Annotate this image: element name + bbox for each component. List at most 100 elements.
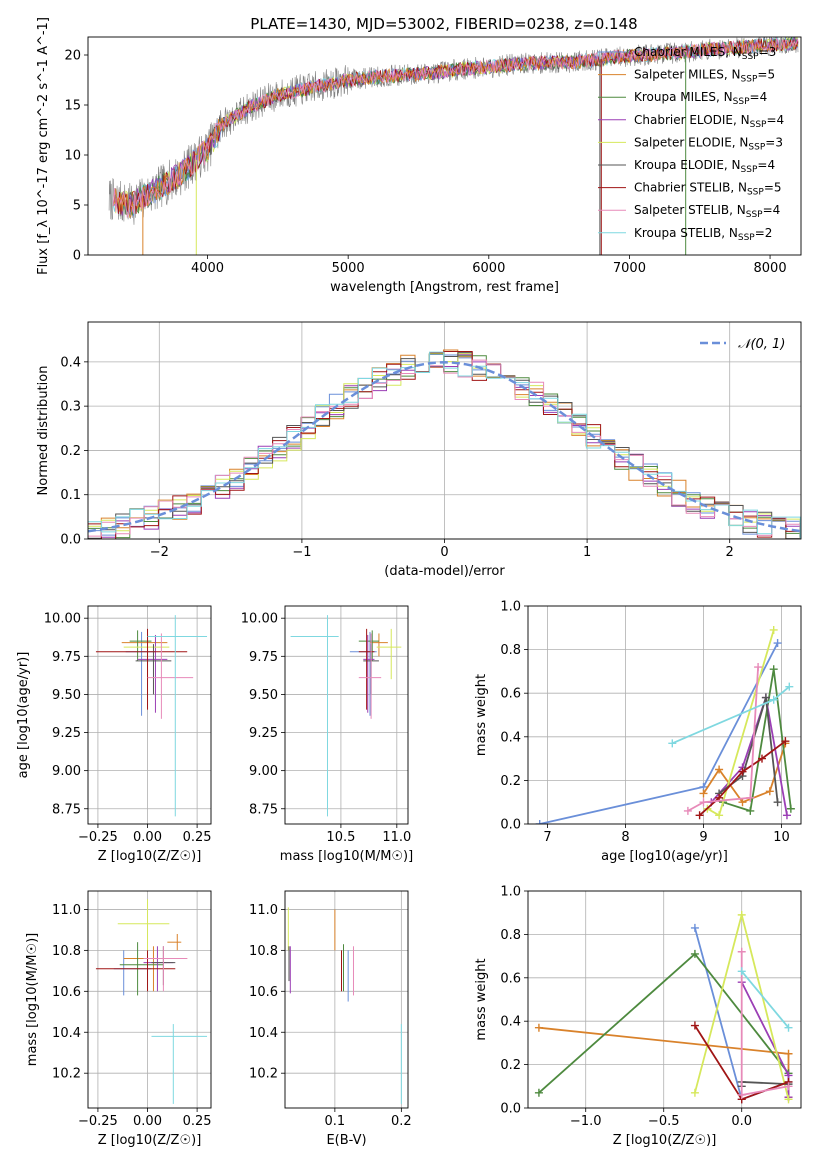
residuals-axes: −2 −1 0 1 2 0.0 0.1 0.2 0.3 0.4 (data-model)/error…: [36, 322, 801, 579]
age-weight-line-0: [539, 642, 779, 824]
age-weight-marker: [699, 789, 708, 798]
mass-age-xlabel: mass [log10(M/M☉)]: [280, 849, 413, 864]
legend-text: Chabrier ELODIE, N: [634, 113, 750, 127]
age-weight-marker: [773, 639, 782, 648]
residual-histogram-1: [88, 349, 801, 539]
z-weight-marker: [737, 967, 746, 976]
z-age-xtick-label: 0.00: [133, 830, 162, 845]
mass-age-ytick-label: 9.75: [249, 650, 278, 665]
residual-histogram-8: [88, 351, 801, 539]
residuals-xtick-label: −1: [292, 545, 311, 560]
z-weight-line-8: [741, 970, 790, 1029]
spectrum-ytick-label: 15: [64, 99, 81, 114]
legend-value: =4: [766, 113, 784, 127]
spectrum-xtick-label: 5000: [332, 261, 365, 276]
z-weight-ytick-label: 0.4: [500, 1015, 521, 1030]
age-weight-xtick-label: 8: [621, 830, 629, 845]
age-weight-ytick-label: 0.2: [500, 774, 521, 789]
residual-histogram-7: [88, 359, 801, 537]
ebv-mass-ytick-label: 10.2: [249, 1067, 278, 1082]
legend-label: Salpeter ELODIE, NSSP=3: [634, 135, 783, 152]
legend-text: Kroupa ELODIE, N: [634, 158, 741, 172]
legend-sub: SSP: [746, 210, 763, 220]
age-weight-marker: [746, 793, 755, 802]
legend-text: Kroupa STELIB, N: [634, 226, 738, 240]
mass-age-ytick-label: 10.00: [241, 612, 278, 627]
mass-age-plot: [290, 615, 402, 817]
mass-age-ytick-label: 8.75: [249, 802, 278, 817]
model-spectrum-7: [112, 37, 799, 219]
z-weight-ytick-label: 1.0: [500, 885, 521, 900]
z-mass-frame: [87, 890, 212, 1109]
legend-label: Chabrier MILES, NSSP=3: [634, 45, 776, 62]
z-age-ylabel: age [log10(age/yr)]: [16, 652, 31, 779]
age-weight-marker: [738, 767, 747, 776]
spectrum-xlabel: wavelength [Angstrom, rest frame]: [330, 280, 559, 295]
ebv-mass-xlabel: E(B-V): [326, 1133, 366, 1148]
residuals-ytick-label: 0.3: [60, 400, 81, 415]
z-weight-marker: [534, 1088, 543, 1097]
age-weight-ytick-label: 0.0: [500, 818, 521, 833]
age-weight-xtick-label: 9: [699, 830, 707, 845]
z-weight-ytick-label: 0.2: [500, 1058, 521, 1073]
age-weight-marker: [769, 695, 778, 704]
legend-label: Salpeter MILES, NSSP=5: [634, 68, 775, 85]
spectrum-frame: [87, 36, 802, 256]
residuals-xlabel: (data-model)/error: [384, 564, 505, 579]
z-mass-xtick-label: −0.25: [78, 1114, 118, 1129]
z-age-xtick-label: 0.25: [183, 830, 212, 845]
residuals-xtick-label: −2: [150, 545, 169, 560]
legend-value: =2: [755, 226, 773, 240]
age-weight-frame: [527, 605, 802, 825]
z-weight-xtick-label: 0.0: [731, 1114, 752, 1129]
age-weight-marker: [769, 625, 778, 634]
age-weight-marker: [738, 798, 747, 807]
spectrum-ytick-label: 10: [64, 149, 81, 164]
z-mass-ytick-label: 10.4: [52, 1026, 81, 1041]
z-weight-marker: [690, 923, 699, 932]
z-weight-marker: [737, 910, 746, 919]
age-weight-marker: [765, 787, 774, 796]
mass-age-ytick-label: 9.25: [249, 726, 278, 741]
z-weight-marker: [784, 1049, 793, 1058]
residual-histogram-2: [88, 353, 801, 539]
age-weight-ytick-label: 0.6: [500, 687, 521, 702]
age-weight-marker: [715, 765, 724, 774]
legend-value: =4: [763, 203, 781, 217]
z-age-ytick-label: 8.75: [52, 802, 81, 817]
z-mass-axes: −0.25 0.00 0.25 10.2 10.4 10.6 10.8 11.0 Z [log1…: [25, 891, 212, 1148]
ebv-mass-xtick-label: 0.2: [391, 1114, 412, 1129]
spectrum-ytick-label: 5: [73, 199, 81, 214]
spectrum-axes: 4000 5000 6000 7000 8000 0 5 10 15 20 wavelength […: [36, 17, 799, 295]
age-weight-marker: [754, 663, 763, 672]
mass-age-frame: [284, 605, 409, 825]
gaussian-legend-label: 𝒩(0, 1): [738, 337, 785, 352]
legend-label: Kroupa ELODIE, NSSP=4: [634, 158, 775, 175]
spectrum-ylabel: Flux [f_λ 10^-17 erg cm^-2 s^-1 A^-1]: [36, 17, 51, 275]
legend-label: Salpeter STELIB, NSSP=4: [634, 203, 780, 220]
z-weight-ytick-label: 0.8: [500, 928, 521, 943]
legend-sub: SSP: [733, 97, 750, 107]
z-weight-marker: [737, 947, 746, 956]
spectrum-xtick-label: 4000: [191, 261, 224, 276]
z-age-xtick-label: −0.25: [78, 830, 118, 845]
z-weight-marker: [534, 1023, 543, 1032]
age-weight-marker: [758, 754, 766, 763]
spectrum-xtick-label: 7000: [613, 261, 646, 276]
mass-age-xtick-label: 10.5: [326, 830, 355, 845]
age-weight-marker: [769, 665, 778, 674]
age-weight-xtick-label: 7: [543, 830, 551, 845]
spectrum-ytick-label: 20: [64, 49, 81, 64]
residuals-ytick-label: 0.1: [60, 488, 81, 503]
ebv-mass-ytick-label: 10.8: [249, 944, 278, 959]
z-weight-marker: [690, 1021, 699, 1030]
z-mass-xlabel: Z [log10(Z/Z☉)]: [98, 1133, 202, 1148]
age-weight-ylabel: mass weight: [474, 674, 489, 756]
legend-label: Kroupa STELIB, NSSP=2: [634, 226, 772, 243]
age-weight-ytick-label: 1.0: [500, 600, 521, 615]
spectrum-legend: Chabrier MILES, NSSP=3 Salpeter MILES, NS…: [598, 45, 784, 243]
legend-sub: SSP: [747, 188, 764, 198]
z-age-ytick-label: 9.50: [52, 688, 81, 703]
z-weight-marker: [784, 1082, 793, 1091]
